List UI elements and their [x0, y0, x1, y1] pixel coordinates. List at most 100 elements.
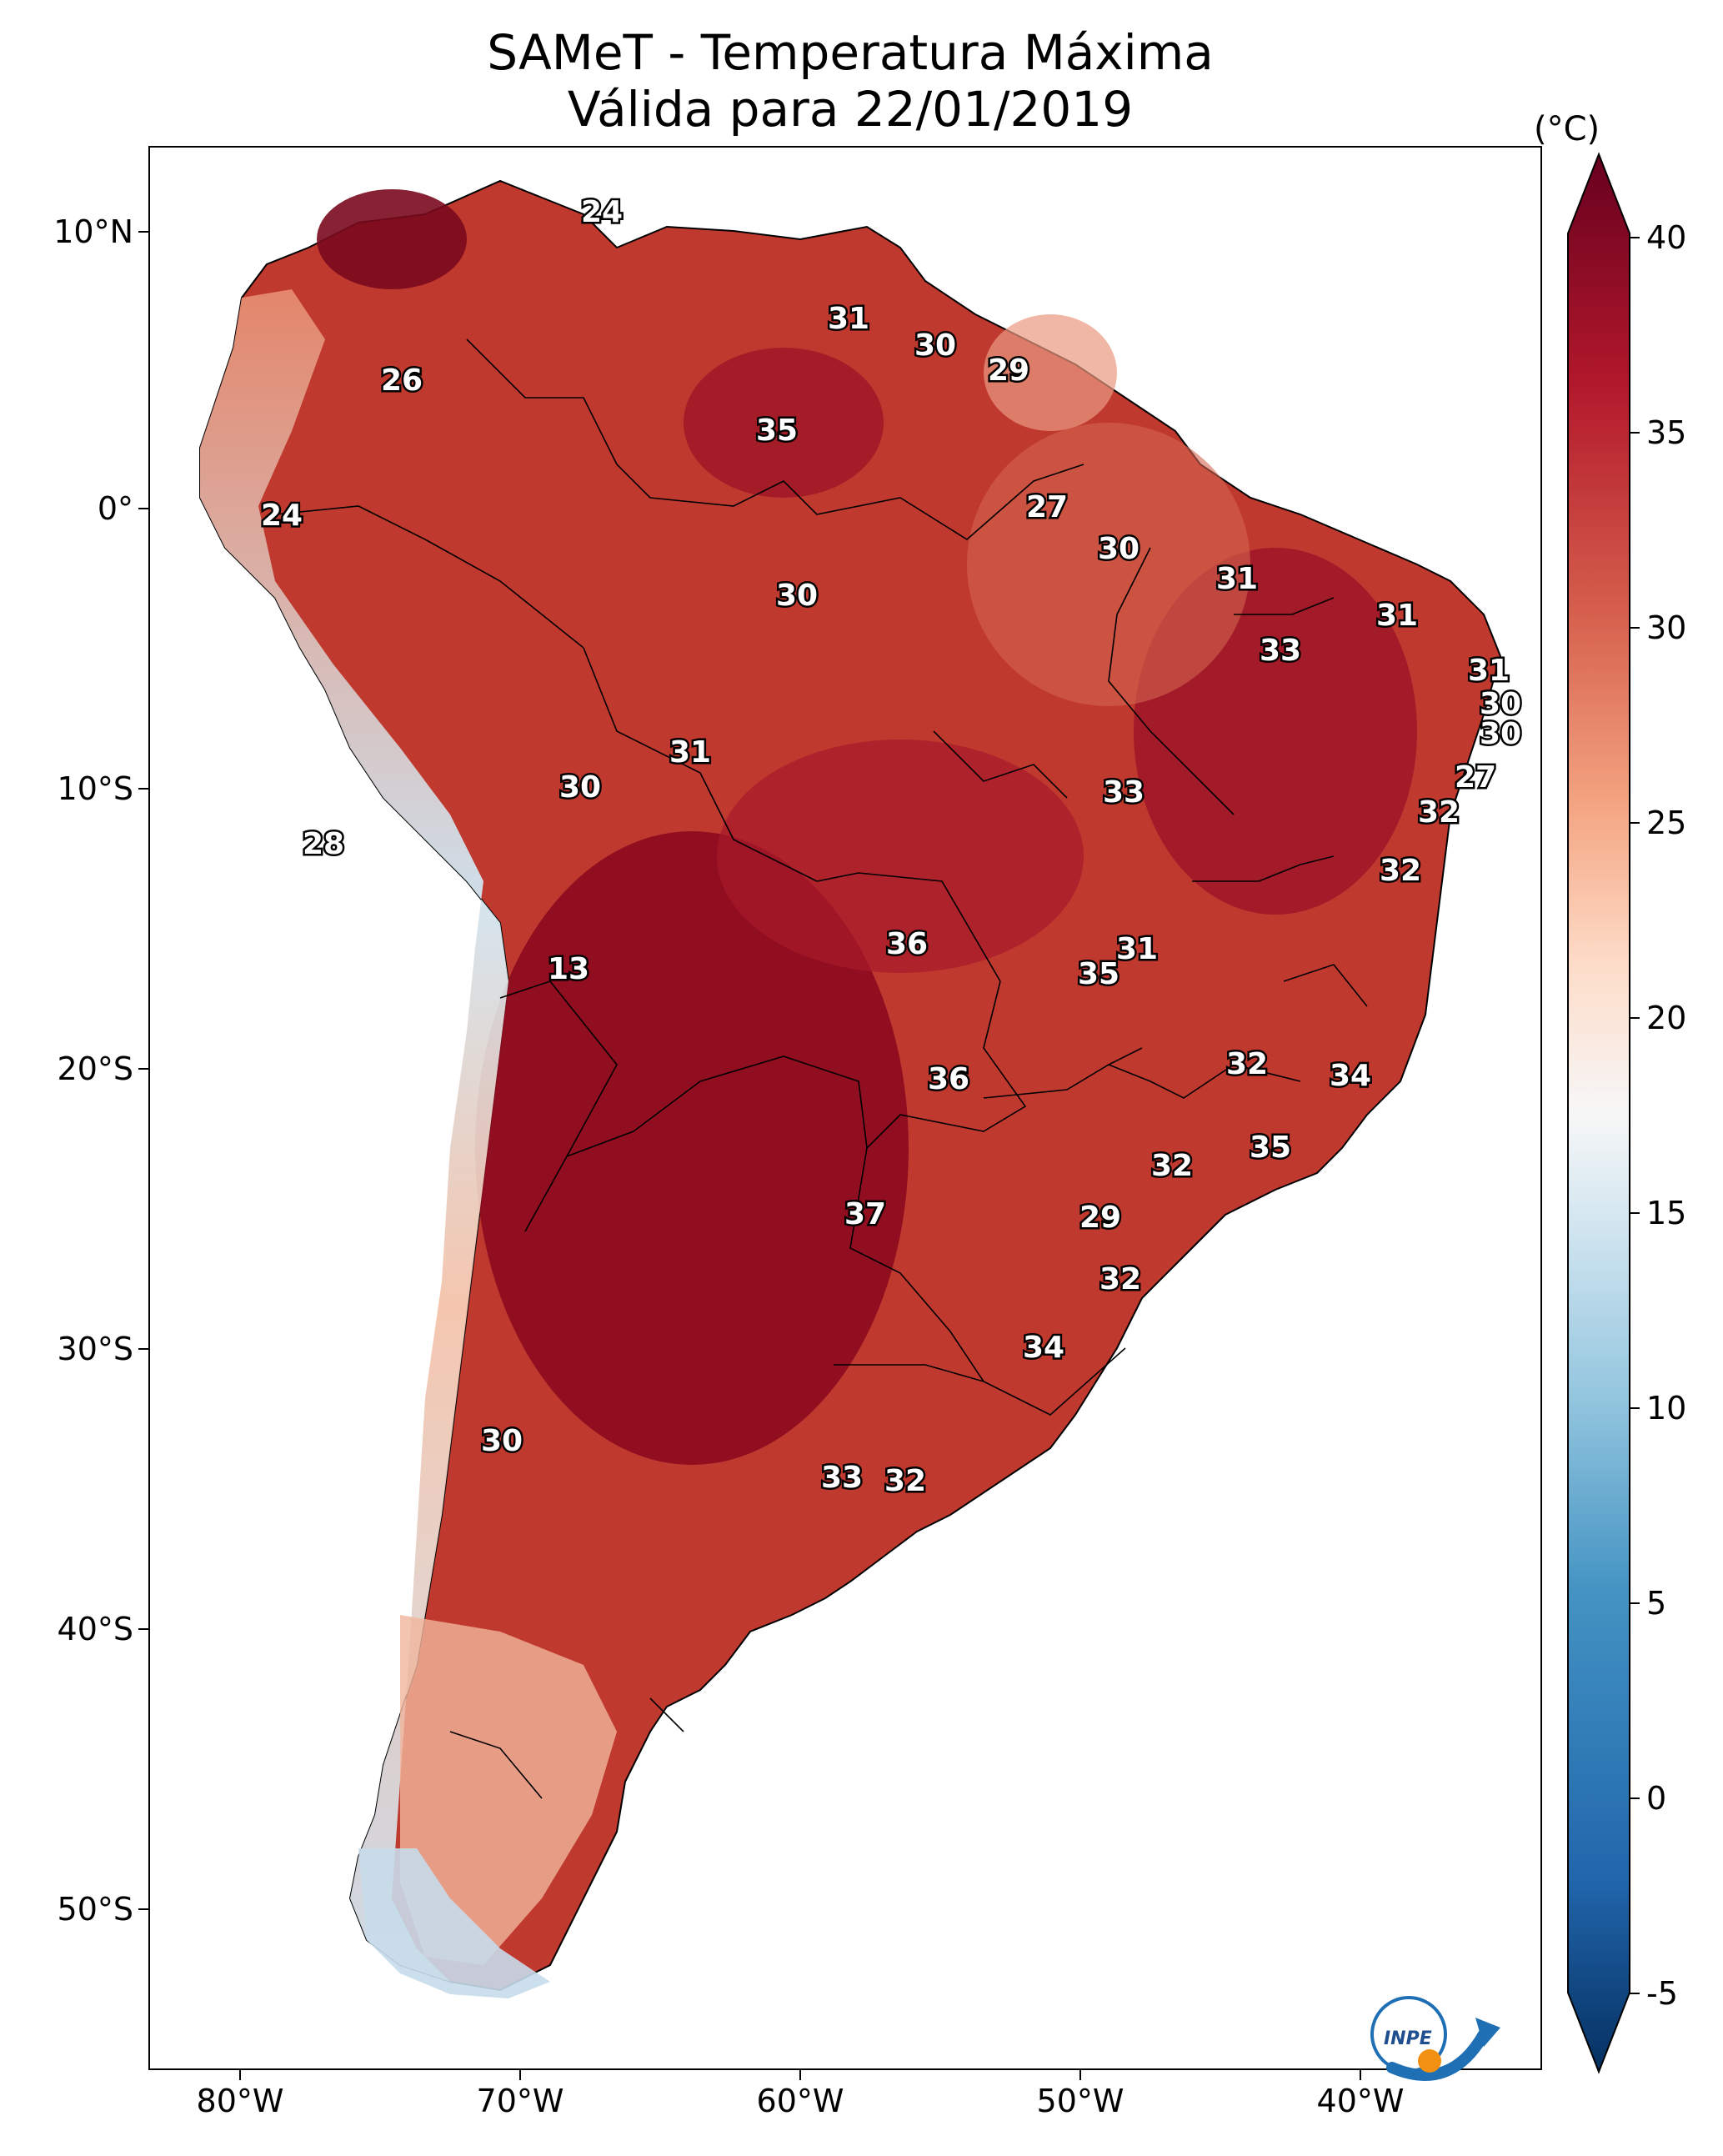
colorbar-tick [1630, 237, 1640, 238]
map-title: SAMeT - Temperatura Máxima [487, 24, 1214, 81]
lon-tick [1360, 2070, 1361, 2080]
lat-label: 10°N [53, 213, 133, 250]
colorbar-tick-label: -5 [1646, 1975, 1678, 2012]
point-label: 31 [1468, 654, 1510, 688]
lat-label: 10°S [57, 770, 133, 807]
lon-label: 40°W [1316, 2083, 1405, 2119]
lat-tick [138, 788, 148, 790]
lat-label: 40°S [57, 1611, 133, 1647]
point-label: 30 [1098, 532, 1139, 566]
colorbar-tick [1630, 822, 1640, 824]
point-label: 34 [1023, 1331, 1064, 1365]
point-label: 35 [1078, 957, 1119, 991]
colorbar-tick-label: 15 [1646, 1195, 1687, 1231]
colorbar-tick [1630, 1407, 1640, 1409]
lat-label: 0° [97, 490, 133, 527]
lon-tick [239, 2070, 241, 2080]
point-label: 31 [1116, 932, 1158, 966]
colorbar-tick-label: 10 [1646, 1390, 1687, 1426]
point-label: 31 [669, 735, 711, 770]
country-borders [274, 338, 1368, 1799]
point-label: 27 [1455, 760, 1496, 795]
lon-label: 60°W [756, 2083, 844, 2119]
logo-text: INPE [1384, 2028, 1432, 2049]
point-label: 30 [914, 328, 956, 363]
point-label: 13 [548, 952, 589, 986]
point-label: 35 [756, 414, 798, 448]
colorbar-tick-label: 0 [1646, 1780, 1667, 1817]
point-label: 24 [261, 499, 303, 533]
point-label: 30 [559, 770, 601, 805]
point-label: 26 [381, 364, 423, 398]
point-label: 32 [884, 1464, 926, 1498]
lat-tick [138, 508, 148, 509]
point-label: 33 [821, 1461, 863, 1495]
colorbar-tick-label: 30 [1646, 609, 1687, 646]
lat-tick [138, 231, 148, 233]
lat-label: 20°S [57, 1050, 133, 1087]
colorbar-tick [1630, 1798, 1640, 1799]
tierra-del-fuego-cold [358, 1848, 550, 1998]
point-label: 30 [776, 579, 818, 613]
point-label: 32 [1418, 795, 1460, 830]
point-label: 31 [828, 302, 869, 336]
map-panel [148, 146, 1542, 2070]
point-label: 24 [581, 195, 623, 229]
inpe-logo: INPE [1370, 1996, 1500, 2081]
andes-cold-strip [200, 289, 508, 1982]
point-label: 31 [1216, 562, 1258, 596]
point-label: 32 [1099, 1262, 1141, 1296]
colorbar-tick-label: 20 [1646, 1000, 1687, 1036]
mild-zone-amapa [984, 314, 1117, 431]
colorbar-tick-label: 40 [1646, 219, 1687, 256]
point-label: 29 [988, 353, 1029, 388]
lon-tick [799, 2070, 801, 2080]
lat-tick [138, 1628, 148, 1630]
lat-label: 30°S [57, 1331, 133, 1367]
colorbar-tick [1630, 1602, 1640, 1604]
point-label: 37 [844, 1197, 886, 1231]
point-label: 36 [928, 1062, 969, 1096]
hot-zone-center [717, 740, 1084, 973]
map-subtitle: Válida para 22/01/2019 [567, 81, 1134, 138]
colorbar-unit: (°C) [1534, 110, 1600, 148]
colorbar-tick [1630, 432, 1640, 434]
hot-zone-venezuela [317, 189, 467, 289]
point-label: 27 [1026, 490, 1068, 524]
point-label: 30 [481, 1424, 523, 1458]
hot-zone-chaco [475, 831, 909, 1465]
point-label: 33 [1103, 775, 1144, 810]
point-label: 31 [1376, 599, 1418, 633]
colorbar-tick [1630, 1017, 1640, 1019]
point-label: 34 [1330, 1059, 1371, 1093]
point-label: 30 [1480, 717, 1521, 751]
colorbar-tick [1630, 1212, 1640, 1214]
lon-tick [519, 2070, 521, 2080]
lon-label: 80°W [196, 2083, 284, 2119]
colorbar-tick [1630, 627, 1640, 629]
colorbar-tick [1630, 1993, 1640, 1994]
colorbar-tick-label: 35 [1646, 414, 1687, 451]
colorbar-tick-label: 5 [1646, 1585, 1667, 1622]
point-label: 29 [1079, 1201, 1121, 1235]
point-label: 28 [303, 827, 344, 861]
mild-zone-para [967, 423, 1250, 706]
colorbar-gradient [1567, 152, 1630, 2074]
point-label: 33 [1260, 634, 1301, 668]
lon-label: 70°W [476, 2083, 564, 2119]
lat-tick [138, 1068, 148, 1070]
lat-tick [138, 1348, 148, 1350]
colorbar [1567, 152, 1630, 2074]
patagonia-fade [400, 1615, 617, 1965]
point-label: 36 [886, 927, 928, 961]
lon-label: 50°W [1036, 2083, 1124, 2119]
hot-zone-guiana [684, 348, 884, 498]
point-label: 32 [1380, 854, 1421, 888]
point-label: 35 [1250, 1131, 1291, 1165]
point-label: 32 [1151, 1149, 1193, 1183]
lat-label: 50°S [57, 1891, 133, 1928]
lon-tick [1079, 2070, 1081, 2080]
point-label: 30 [1480, 687, 1521, 721]
colorbar-tick-label: 25 [1646, 805, 1687, 841]
